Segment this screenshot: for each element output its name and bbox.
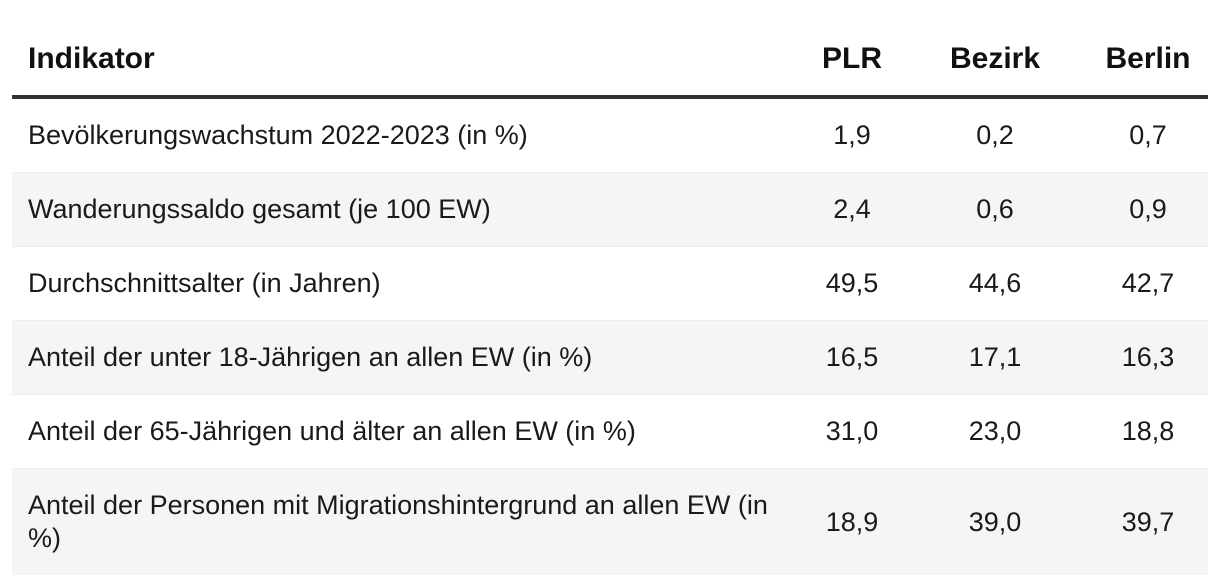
table-row: Anteil der 65-Jährigen und älter an alle… [12, 394, 1208, 469]
plr-value: 16,5 [802, 320, 902, 395]
bezirk-value: 44,6 [902, 246, 1088, 321]
plr-value: 31,0 [802, 394, 902, 469]
berlin-value: 42,7 [1088, 246, 1208, 321]
indicator-label: Bevölkerungswachstum 2022-2023 (in %) [12, 97, 802, 173]
column-header-indikator: Indikator [12, 0, 802, 99]
column-header-bezirk: Bezirk [902, 0, 1088, 99]
table-row: Anteil der unter 18-Jährigen an allen EW… [12, 320, 1208, 395]
berlin-value: 39,7 [1121, 506, 1175, 537]
indicator-label: Wanderungssaldo gesamt (je 100 EW) [12, 172, 802, 247]
bezirk-value: 0,6 [902, 172, 1088, 247]
berlin-value: 0,7 [1088, 97, 1208, 173]
berlin-value: 16,3 [1088, 320, 1208, 395]
table-row: Wanderungssaldo gesamt (je 100 EW) 2,4 0… [12, 172, 1208, 247]
table-row: Anteil der Personen mit Migrationshinter… [12, 468, 1208, 575]
plr-value: 1,9 [802, 97, 902, 173]
column-header-berlin: Berlin [1088, 0, 1208, 99]
indicator-label: Durchschnittsalter (in Jahren) [12, 246, 802, 321]
bezirk-value: 17,1 [902, 320, 1088, 395]
bezirk-value: 39,0 [968, 506, 1022, 537]
indicator-label: Anteil der unter 18-Jährigen an allen EW… [12, 320, 802, 395]
plr-value: 18,9 [825, 506, 879, 537]
table-row: Durchschnittsalter (in Jahren) 49,5 44,6… [12, 246, 1208, 321]
bezirk-value: 0,2 [902, 97, 1088, 173]
berlin-value: 0,9 [1088, 172, 1208, 247]
plr-value: 2,4 [802, 172, 902, 247]
column-header-plr: PLR [802, 0, 902, 99]
bezirk-value: 23,0 [902, 394, 1088, 469]
plr-value: 49,5 [802, 246, 902, 321]
table-header-row: Indikator PLR Bezirk Berlin [12, 0, 1208, 99]
indicator-table: Indikator PLR Bezirk Berlin Bevölkerungs… [12, 0, 1208, 575]
table-row: Bevölkerungswachstum 2022-2023 (in %) 1,… [12, 97, 1208, 173]
berlin-value: 18,8 [1088, 394, 1208, 469]
indicator-label: Anteil der 65-Jährigen und älter an alle… [12, 394, 802, 469]
indicator-label: Anteil der Personen mit Migrationshinter… [28, 490, 768, 553]
